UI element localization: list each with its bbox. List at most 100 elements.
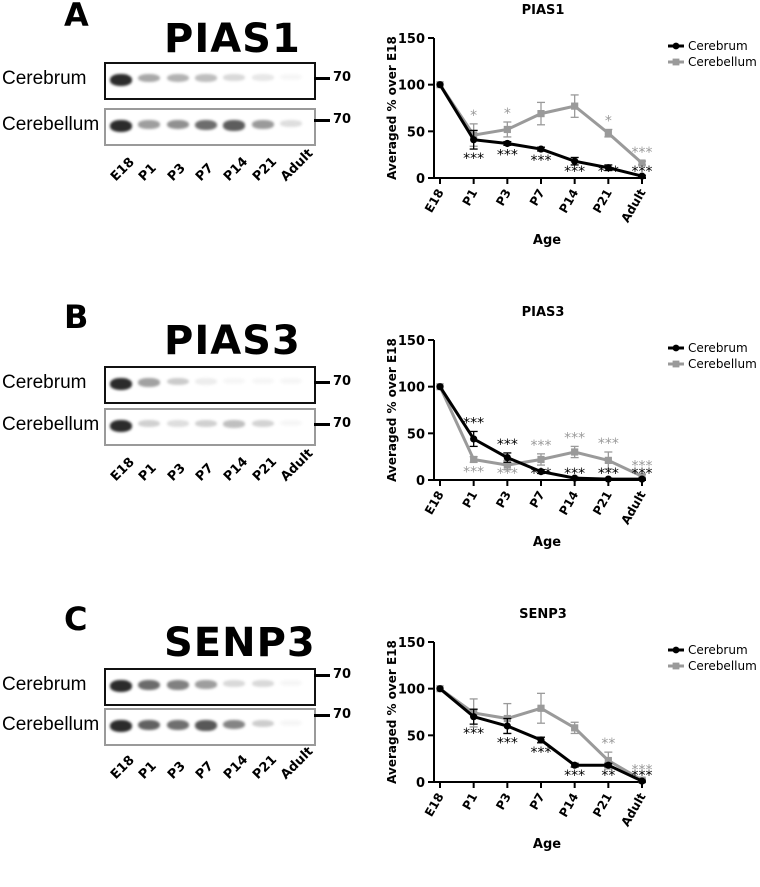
lane-label: E18 <box>108 454 138 485</box>
significance-stars: *** <box>531 466 552 482</box>
legend-label: Cerebrum <box>688 643 748 657</box>
significance-stars: ** <box>601 768 615 784</box>
row-label-cerebellum: Cerebellum <box>2 714 100 735</box>
data-point-cerebrum <box>571 761 579 769</box>
x-tick-label: P14 <box>556 791 581 820</box>
blot-band <box>279 74 302 81</box>
lane-label: P3 <box>164 758 189 783</box>
blot-band <box>223 720 246 730</box>
x-tick-label: P1 <box>460 791 481 813</box>
significance-stars: *** <box>564 768 585 784</box>
blot-cerebrum <box>104 366 316 404</box>
blot-band <box>110 120 132 132</box>
blot-cerebellum <box>104 408 316 446</box>
legend-label: Cerebrum <box>688 39 748 53</box>
legend-label: Cerebrum <box>688 341 748 355</box>
row-label-cerebrum: Cerebrum <box>2 372 87 393</box>
legend-label: Cerebellum <box>688 357 757 371</box>
mw-tick <box>314 674 330 677</box>
lane-label: P21 <box>249 752 280 783</box>
significance-stars: * <box>470 108 477 124</box>
data-point-cerebrum <box>503 722 511 730</box>
blot-band <box>110 720 132 732</box>
x-axis-label: Age <box>533 837 561 852</box>
data-point-cerebrum <box>436 685 444 693</box>
x-tick-label: P1 <box>460 187 481 209</box>
blot-band <box>279 420 302 427</box>
significance-stars: *** <box>598 466 619 482</box>
lane-label: P21 <box>249 154 280 185</box>
legend-marker <box>672 360 680 368</box>
data-point-cerebrum <box>537 736 545 744</box>
mw-label: 70 <box>333 374 352 389</box>
panel-c: C SENP3 Cerebrum Cerebellum 70 70 SENP3 0… <box>0 600 760 887</box>
lane-label: P1 <box>136 160 161 185</box>
data-point-cerebrum <box>436 383 444 391</box>
y-tick-label: 50 <box>407 427 425 442</box>
chart-title: SENP3 <box>519 607 567 622</box>
blot-band <box>194 420 217 428</box>
significance-stars: *** <box>463 151 484 167</box>
row-label-cerebellum: Cerebellum <box>2 114 100 135</box>
mw-label: 70 <box>333 667 352 682</box>
blot-band <box>194 720 217 731</box>
significance-stars: *** <box>564 164 585 180</box>
data-point-cerebrum <box>470 136 478 144</box>
significance-stars: *** <box>531 438 552 454</box>
blot-band <box>251 74 274 81</box>
blot-band <box>138 120 161 129</box>
y-tick-label: 50 <box>407 729 425 744</box>
y-tick-label: 150 <box>398 334 425 349</box>
panel-letter: B <box>64 298 89 336</box>
blot-band <box>166 720 189 731</box>
x-tick-label: P21 <box>590 489 615 518</box>
blot-band <box>223 680 246 688</box>
data-point-cerebrum <box>604 164 612 172</box>
mw-tick <box>314 381 330 384</box>
significance-stars: *** <box>463 415 484 431</box>
row-label-cerebellum: Cerebellum <box>2 414 100 435</box>
significance-stars: *** <box>632 466 653 482</box>
mw-tick <box>314 119 330 122</box>
legend-marker <box>672 344 680 352</box>
blot-band <box>251 120 274 129</box>
blot-band <box>251 680 274 688</box>
lane-label: E18 <box>108 154 138 185</box>
x-axis-label: Age <box>533 535 561 550</box>
blot-cerebrum <box>104 668 316 706</box>
significance-stars: *** <box>598 164 619 180</box>
blot-band <box>138 720 161 731</box>
blot-band <box>279 720 302 727</box>
legend-label: Cerebellum <box>688 659 757 673</box>
data-point-cerebrum <box>503 139 511 148</box>
blot-title: PIAS3 <box>164 318 301 364</box>
x-tick-label: E18 <box>422 489 447 518</box>
blot-band <box>194 74 217 82</box>
data-point-cerebellum <box>470 455 478 464</box>
blot-band <box>223 74 246 82</box>
lane-label: P21 <box>249 454 280 485</box>
significance-stars: *** <box>632 145 653 161</box>
x-tick-label: P14 <box>556 489 581 518</box>
significance-stars: *** <box>632 458 653 474</box>
blot-band <box>251 720 274 728</box>
blot-band <box>223 420 246 428</box>
y-tick-label: 50 <box>407 125 425 140</box>
panel-a: A PIAS1 Cerebrum Cerebellum 70 70 PIAS1 0… <box>0 0 760 283</box>
significance-stars: *** <box>497 735 518 751</box>
blot-band <box>138 74 161 83</box>
data-point-cerebrum <box>503 454 511 462</box>
lane-label: P7 <box>192 160 217 185</box>
panel-letter: C <box>64 600 88 638</box>
data-point-cerebellum <box>571 102 579 110</box>
data-point-cerebrum <box>436 81 444 89</box>
y-tick-label: 0 <box>416 474 425 489</box>
y-tick-label: 100 <box>398 381 425 396</box>
data-point-cerebrum <box>571 157 579 165</box>
x-tick-label: P7 <box>527 489 548 511</box>
y-tick-label: 150 <box>398 32 425 47</box>
data-point-cerebrum <box>638 475 646 483</box>
blot-band <box>194 120 217 131</box>
